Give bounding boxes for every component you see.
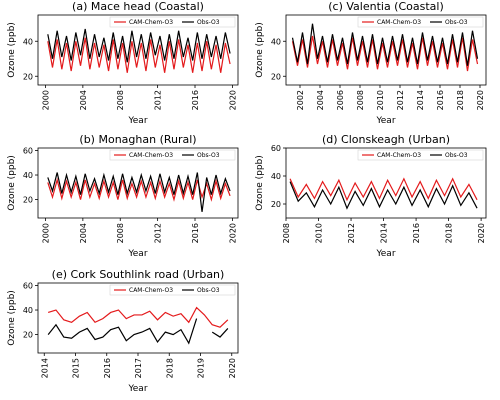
y-axis-label: Ozone (ppb) — [255, 155, 265, 211]
y-tick-label: 60 — [23, 281, 33, 290]
x-tick-label: 2016 — [412, 223, 421, 243]
data-line — [289, 181, 478, 210]
plot-frame — [285, 14, 487, 86]
x-tick-label: 2020 — [228, 90, 237, 110]
legend-label: CAM-Chem-O3 — [129, 287, 173, 294]
legend-label: Obs-O3 — [445, 19, 468, 26]
x-tick-label: 2004 — [79, 223, 88, 243]
data-line — [291, 23, 479, 66]
data-line — [47, 37, 231, 73]
x-tick-label: 2016 — [191, 223, 200, 243]
x-tick-label: 2016 — [436, 90, 445, 110]
x-tick-label: 2018 — [456, 90, 465, 110]
legend-box — [109, 16, 236, 28]
panel-title: (a) Mace head (Coastal) — [72, 0, 204, 13]
legend-label: Obs-O3 — [445, 152, 468, 159]
y-tick-label: 20 — [23, 196, 33, 205]
x-tick-label: 2020 — [228, 358, 237, 378]
legend-label: CAM-Chem-O3 — [377, 19, 421, 26]
legend-label: CAM-Chem-O3 — [377, 152, 421, 159]
y-tick-label: 40 — [23, 306, 33, 315]
y-axis-label: Ozone (ppb) — [7, 155, 17, 211]
x-tick-label: 2010 — [315, 223, 324, 243]
data-line — [47, 306, 229, 328]
x-axis-label: Year — [375, 249, 395, 259]
legend-box — [357, 149, 484, 161]
legend-label: CAM-Chem-O3 — [129, 19, 173, 26]
x-tick-label: 2017 — [134, 358, 143, 378]
x-tick-label: 2012 — [347, 223, 356, 243]
panel-title: (b) Monaghan (Rural) — [79, 133, 196, 146]
x-tick-label: 2020 — [228, 223, 237, 243]
data-line — [47, 28, 231, 63]
legend-box — [109, 284, 236, 296]
y-tick-label: 40 — [271, 172, 281, 181]
x-tick-label: 2012 — [154, 90, 163, 110]
plot-frame — [37, 147, 239, 219]
x-tick-label: 2020 — [477, 223, 486, 243]
x-tick-label: 2002 — [296, 90, 305, 110]
data-line — [289, 177, 478, 202]
legend-box — [109, 149, 236, 161]
panel-title: (d) Clonskeagh (Urban) — [322, 133, 450, 146]
y-tick-label: 20 — [271, 72, 281, 81]
panel-title: (e) Cork Southlink road (Urban) — [52, 268, 225, 281]
x-tick-label: 2000 — [41, 90, 50, 110]
y-tick-label: 40 — [271, 37, 281, 46]
x-tick-label: 2012 — [154, 223, 163, 243]
plot-frame — [285, 147, 487, 219]
x-tick-label: 2018 — [165, 358, 174, 378]
x-axis-label: Year — [375, 116, 395, 126]
x-tick-label: 2010 — [376, 90, 385, 110]
data-line — [47, 318, 229, 345]
x-tick-label: 2006 — [336, 90, 345, 110]
y-tick-label: 60 — [23, 146, 33, 155]
legend-label: Obs-O3 — [197, 152, 220, 159]
x-tick-label: 2014 — [40, 358, 49, 378]
x-tick-label: 2019 — [197, 358, 206, 378]
x-tick-label: 2015 — [72, 358, 81, 378]
x-tick-label: 2008 — [116, 223, 125, 243]
x-axis-label: Year — [127, 116, 147, 126]
x-tick-label: 2004 — [316, 90, 325, 110]
y-axis-label: Ozone (ppb) — [7, 290, 17, 346]
x-tick-label: 2008 — [356, 90, 365, 110]
plot-frame — [37, 14, 239, 86]
x-tick-label: 2012 — [396, 90, 405, 110]
x-tick-label: 2000 — [41, 223, 50, 243]
y-axis-label: Ozone (ppb) — [255, 22, 265, 78]
y-tick-label: 20 — [271, 200, 281, 209]
x-tick-label: 2016 — [191, 90, 200, 110]
legend-label: Obs-O3 — [197, 19, 220, 26]
x-tick-label: 2008 — [116, 90, 125, 110]
x-tick-label: 2014 — [380, 223, 389, 243]
y-tick-label: 40 — [23, 171, 33, 180]
x-axis-label: Year — [127, 384, 147, 394]
legend-box — [357, 16, 484, 28]
y-tick-label: 20 — [23, 331, 33, 340]
y-tick-label: 60 — [271, 144, 281, 153]
x-tick-label: 2016 — [103, 358, 112, 378]
x-tick-label: 2020 — [476, 90, 485, 110]
data-line — [47, 172, 231, 212]
data-line — [291, 35, 479, 72]
x-tick-label: 2014 — [416, 90, 425, 110]
x-tick-label: 2004 — [79, 90, 88, 110]
plot-frame — [37, 282, 239, 354]
legend-label: Obs-O3 — [197, 287, 220, 294]
x-tick-label: 2018 — [445, 223, 454, 243]
x-axis-label: Year — [127, 249, 147, 259]
legend-label: CAM-Chem-O3 — [129, 152, 173, 159]
panel-title: (c) Valentia (Coastal) — [328, 0, 444, 13]
y-tick-label: 20 — [23, 72, 33, 81]
x-tick-label: 2008 — [282, 223, 291, 243]
y-tick-label: 40 — [23, 37, 33, 46]
y-axis-label: Ozone (ppb) — [7, 22, 17, 78]
